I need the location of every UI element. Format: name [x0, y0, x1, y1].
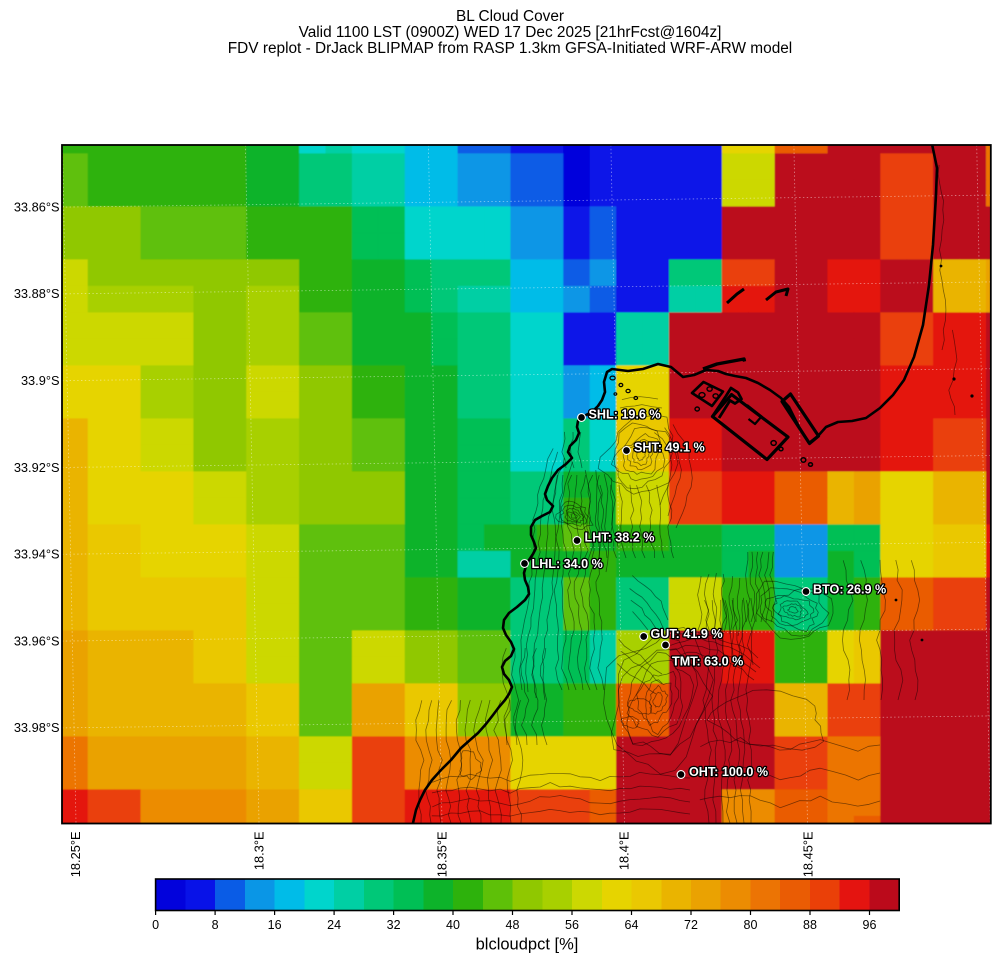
svg-text:TMT: 63.0 %: TMT: 63.0 %: [672, 655, 743, 669]
svg-text:33.92°S: 33.92°S: [14, 460, 60, 475]
svg-text:40: 40: [446, 918, 460, 932]
svg-text:33.88°S: 33.88°S: [14, 286, 60, 301]
svg-text:LHT: 38.2 %: LHT: 38.2 %: [585, 531, 655, 545]
svg-text:64: 64: [625, 918, 639, 932]
svg-text:33.96°S: 33.96°S: [14, 633, 60, 648]
svg-text:OHT: 100.0 %: OHT: 100.0 %: [689, 765, 768, 779]
svg-text:33.94°S: 33.94°S: [14, 547, 60, 562]
svg-text:GUT: 41.9 %: GUT: 41.9 %: [651, 627, 723, 641]
svg-text:18.25°E: 18.25°E: [68, 832, 83, 878]
svg-text:LHL: 34.0 %: LHL: 34.0 %: [532, 557, 603, 571]
svg-text:56: 56: [565, 918, 579, 932]
svg-text:18.3°E: 18.3°E: [251, 832, 266, 871]
svg-text:33.9°S: 33.9°S: [21, 373, 60, 388]
svg-text:8: 8: [212, 918, 219, 932]
svg-text:18.4°E: 18.4°E: [616, 832, 631, 871]
svg-text:33.98°S: 33.98°S: [14, 720, 60, 735]
svg-text:18.45°E: 18.45°E: [800, 832, 815, 878]
svg-text:blcloudpct [%]: blcloudpct [%]: [476, 936, 579, 954]
svg-text:0: 0: [152, 918, 159, 932]
svg-text:80: 80: [744, 918, 758, 932]
svg-text:SHT: 49.1 %: SHT: 49.1 %: [634, 441, 705, 455]
svg-text:48: 48: [506, 918, 520, 932]
svg-text:96: 96: [863, 918, 877, 932]
svg-text:33.86°S: 33.86°S: [14, 199, 60, 214]
svg-text:24: 24: [327, 918, 341, 932]
svg-text:SHL: 19.6 %: SHL: 19.6 %: [589, 408, 661, 422]
svg-text:72: 72: [684, 918, 698, 932]
svg-text:32: 32: [387, 918, 401, 932]
svg-text:18.35°E: 18.35°E: [434, 832, 449, 878]
svg-text:88: 88: [803, 918, 817, 932]
svg-text:BTO: 26.9 %: BTO: 26.9 %: [813, 583, 886, 597]
svg-text:16: 16: [268, 918, 282, 932]
